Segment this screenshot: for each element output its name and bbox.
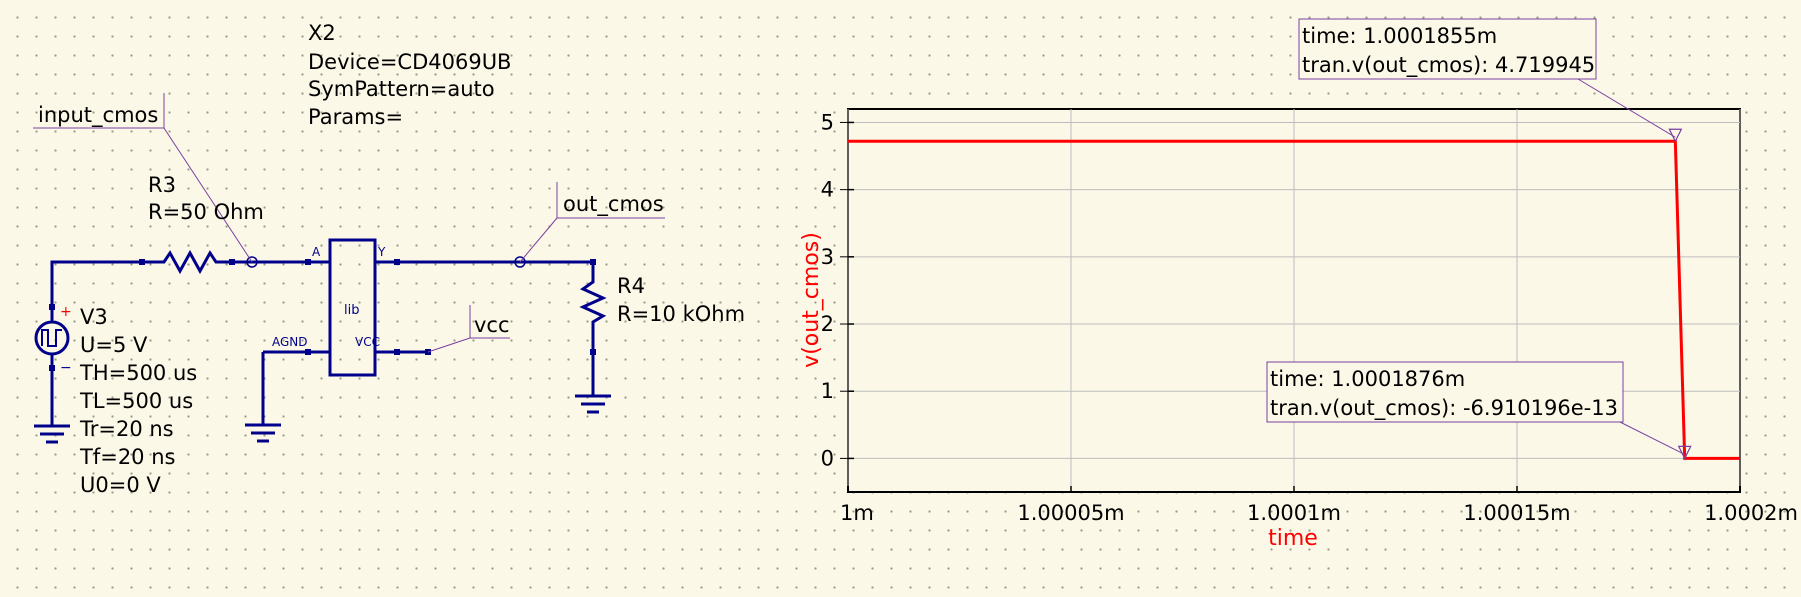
x2-pin-agnd: AGND xyxy=(272,335,308,349)
x2-inverter-block[interactable] xyxy=(328,238,377,377)
resistor-r4[interactable] xyxy=(579,274,607,330)
x-tick-label: 1.00015m xyxy=(1463,501,1570,525)
port-v3-bottom[interactable] xyxy=(49,365,55,371)
ground-agnd-icon xyxy=(245,423,281,443)
marker-value-text: tran.v(out_cmos): -6.910196e-13 xyxy=(1270,396,1618,421)
input-cmos-leader xyxy=(33,93,253,263)
v3-th: TH=500 us xyxy=(79,361,197,385)
ground-v3-icon xyxy=(34,424,70,444)
v3-u: U=5 V xyxy=(80,333,148,357)
v3-tl: TL=500 us xyxy=(79,389,193,413)
marker-time-text: time: 1.0001855m xyxy=(1302,24,1497,48)
marker-leader xyxy=(1619,421,1685,455)
node-input-cmos[interactable] xyxy=(246,256,258,268)
x2-pin-a: A xyxy=(312,245,321,259)
out-cmos-label: out_cmos xyxy=(563,192,664,217)
out-cmos-leader xyxy=(519,182,665,263)
port-r3-left[interactable] xyxy=(139,259,145,265)
marker-box xyxy=(1266,361,1624,423)
x2-params: Params= xyxy=(308,105,403,129)
port-x2-y[interactable] xyxy=(394,259,400,265)
x-tick-label: 1.00005m xyxy=(1017,501,1124,525)
port-r4-top[interactable] xyxy=(590,259,596,265)
x-tick-label: 1.0002m xyxy=(1704,501,1798,525)
x2-sympattern: SymPattern=auto xyxy=(308,77,495,101)
x2-device: Device=CD4069UB xyxy=(308,50,511,74)
v3-u0: U0=0 V xyxy=(80,473,161,497)
port-x2-a[interactable] xyxy=(305,259,311,265)
schematic-canvas[interactable]: + − lib A Y VCC AGND X2 Device=CD4069UB xyxy=(0,0,810,597)
marker-value-text: tran.v(out_cmos): 4.719945 xyxy=(1302,53,1595,78)
r3-name: R3 xyxy=(148,173,176,197)
v3-name: V3 xyxy=(80,305,108,329)
x2-name: X2 xyxy=(308,21,336,45)
y-tick-label: 0 xyxy=(821,446,834,470)
v3-minus-sign: − xyxy=(60,360,72,376)
vcc-label: vcc xyxy=(474,313,510,337)
y-tick-label: 2 xyxy=(821,312,834,336)
marker-box xyxy=(1298,18,1597,80)
v3-plus-sign: + xyxy=(60,304,72,320)
input-cmos-label: input_cmos xyxy=(38,103,158,128)
y-tick-label: 4 xyxy=(821,178,834,202)
marker-1[interactable]: time: 1.0001855m tran.v(out_cmos): 4.7199… xyxy=(1298,18,1683,143)
vcc-leader xyxy=(427,305,510,353)
x2-pin-vcc: VCC xyxy=(355,335,380,349)
y-tick-label: 1 xyxy=(821,379,834,403)
y-tick-label: 3 xyxy=(821,245,834,269)
marker-leader xyxy=(1577,78,1676,138)
series-line[interactable] xyxy=(848,139,1740,460)
port-r3-right[interactable] xyxy=(229,259,235,265)
marker-triangle-icon xyxy=(1677,445,1692,460)
node-out-cmos[interactable] xyxy=(514,256,526,268)
port-x2-agnd[interactable] xyxy=(305,349,311,355)
port-r4-bottom[interactable] xyxy=(590,349,596,355)
port-x2-vcc[interactable] xyxy=(394,349,400,355)
r3-value: R=50 Ohm xyxy=(148,200,264,224)
marker-2[interactable]: time: 1.0001876m tran.v(out_cmos): -6.910… xyxy=(1266,361,1692,460)
y-tick-label: 5 xyxy=(821,110,834,134)
marker-triangle-icon xyxy=(1668,128,1683,143)
x-axis-label: time xyxy=(1268,526,1318,551)
r4-name: R4 xyxy=(617,274,645,298)
v3-tr: Tr=20 ns xyxy=(79,417,174,441)
y-axis-label: v(out_cmos) xyxy=(799,232,824,368)
port-v3-top[interactable] xyxy=(49,304,55,310)
r4-value: R=10 kOhm xyxy=(617,302,745,326)
x-tick-label: 1m xyxy=(840,501,874,525)
resistor-r3[interactable] xyxy=(142,249,232,275)
marker-time-text: time: 1.0001876m xyxy=(1270,367,1465,391)
x-tick-label: 1.0001m xyxy=(1247,501,1341,525)
v3-tf: Tf=20 ns xyxy=(79,445,175,469)
x2-body-label: lib xyxy=(344,303,359,318)
ground-r4-icon xyxy=(575,394,611,414)
voltage-source-v3[interactable] xyxy=(34,320,70,356)
x2-pin-y: Y xyxy=(377,245,386,259)
wire-v3-to-r3[interactable] xyxy=(50,260,142,322)
